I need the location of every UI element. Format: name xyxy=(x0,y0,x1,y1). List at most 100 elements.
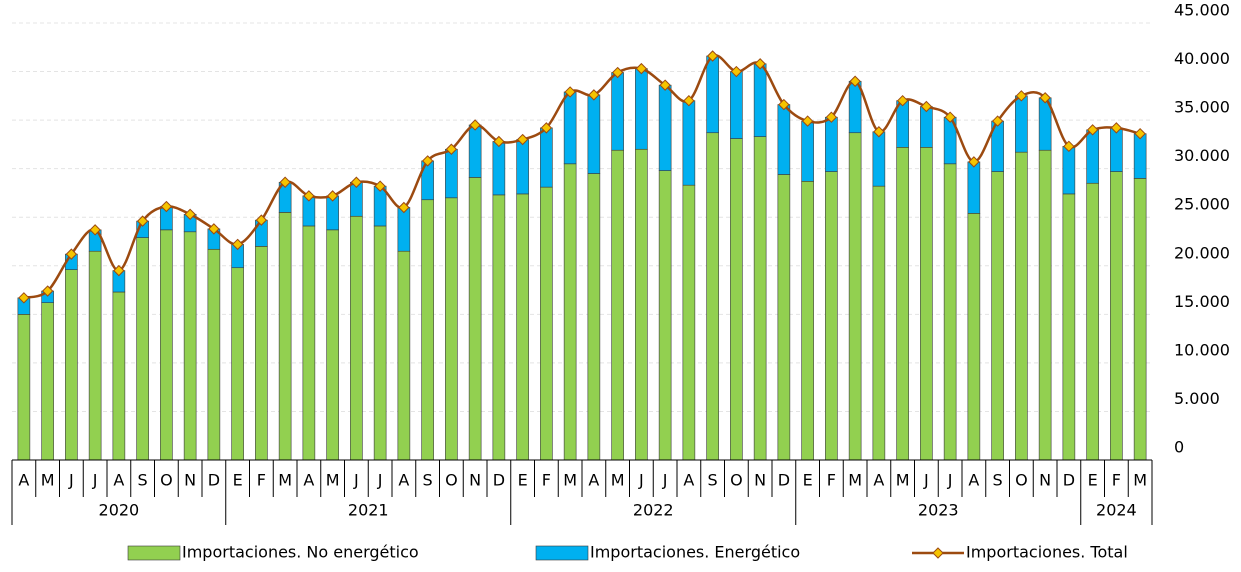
bar xyxy=(1015,95,1028,153)
line-marker xyxy=(113,264,125,277)
year-label: 2024 xyxy=(1096,501,1137,520)
bar xyxy=(587,173,601,461)
bar xyxy=(1133,133,1147,179)
x-tick-label: N xyxy=(184,471,196,490)
line-marker xyxy=(968,156,980,168)
bar xyxy=(658,84,672,171)
x-tick-label: O xyxy=(730,471,743,490)
bar xyxy=(658,170,672,461)
line-marker xyxy=(469,119,481,131)
bar xyxy=(801,180,814,461)
year-label: 2020 xyxy=(99,501,140,520)
bar xyxy=(872,185,886,461)
x-tick-label: M xyxy=(611,471,625,490)
x-tick-label: D xyxy=(493,471,505,490)
x-tick-label: A xyxy=(683,471,694,490)
bar xyxy=(611,149,624,461)
bar xyxy=(136,237,149,461)
x-tick-label: N xyxy=(469,471,481,490)
y-tick-label: 5.000 xyxy=(1174,389,1220,408)
line-marker xyxy=(231,238,244,251)
line-marker xyxy=(398,201,410,214)
bar xyxy=(231,267,244,461)
bar xyxy=(753,136,767,461)
line-marker xyxy=(255,214,268,226)
bar xyxy=(1062,146,1076,195)
bar xyxy=(563,91,577,165)
line-marker xyxy=(184,208,196,221)
bar xyxy=(373,185,387,227)
bar xyxy=(825,171,838,461)
x-tick-label: F xyxy=(827,471,836,490)
line-marker xyxy=(374,180,386,192)
line-marker xyxy=(326,190,339,202)
line-marker xyxy=(279,176,291,188)
y-tick-label: 35.000 xyxy=(1174,98,1230,117)
bar xyxy=(635,148,648,461)
x-tick-label: D xyxy=(778,471,790,490)
bar xyxy=(445,148,458,199)
x-tick-label: J xyxy=(377,471,383,490)
line-marker xyxy=(564,86,576,98)
y-tick-label: 30.000 xyxy=(1174,146,1230,165)
bar xyxy=(302,225,316,461)
x-tick-label: A xyxy=(873,471,884,490)
x-tick-label: A xyxy=(968,471,979,490)
bar xyxy=(1133,178,1147,461)
bar xyxy=(397,250,411,461)
x-tick-label: S xyxy=(138,471,148,490)
line-marker xyxy=(801,115,814,127)
line-marker xyxy=(1086,124,1099,136)
x-tick-label: J xyxy=(638,471,644,490)
bar xyxy=(516,139,529,195)
line-marker xyxy=(540,122,553,134)
bar xyxy=(1086,182,1099,461)
bar xyxy=(777,174,791,461)
line-marker xyxy=(588,89,600,101)
bar xyxy=(255,246,268,461)
bar xyxy=(896,100,909,148)
bar xyxy=(682,100,696,186)
bar xyxy=(635,68,648,150)
year-label: 2022 xyxy=(633,501,674,520)
legend-label: Importaciones. Total xyxy=(966,543,1128,562)
bar xyxy=(777,104,791,175)
bar xyxy=(967,161,981,214)
bar xyxy=(611,72,624,151)
x-tick-label: O xyxy=(1015,471,1028,490)
x-tick-label: M xyxy=(848,471,862,490)
x-tick-label: M xyxy=(896,471,910,490)
bar xyxy=(706,132,719,461)
line-marker xyxy=(730,65,743,78)
x-tick-label: M xyxy=(278,471,292,490)
bar xyxy=(350,215,363,461)
bar xyxy=(706,55,719,134)
bar xyxy=(468,124,482,178)
x-tick-label: O xyxy=(160,471,173,490)
year-label: 2023 xyxy=(918,501,959,520)
x-tick-label: M xyxy=(326,471,340,490)
x-tick-label: M xyxy=(41,471,55,490)
y-tick-label: 10.000 xyxy=(1174,340,1230,359)
x-tick-label: N xyxy=(1039,471,1051,490)
bar xyxy=(753,63,767,137)
x-tick-label: M xyxy=(1133,471,1147,490)
line-marker xyxy=(611,66,624,79)
line-marker xyxy=(516,133,529,146)
bar xyxy=(991,171,1004,461)
x-tick-label: M xyxy=(563,471,577,490)
x-tick-label: J xyxy=(947,471,953,490)
x-tick-label: A xyxy=(303,471,314,490)
bar xyxy=(445,197,458,461)
legend-marker xyxy=(932,547,944,559)
line-marker xyxy=(421,155,434,167)
bar xyxy=(848,132,862,461)
line-marker xyxy=(873,126,885,138)
bar xyxy=(207,248,221,461)
bar xyxy=(373,225,387,461)
line-marker xyxy=(778,98,790,111)
line-marker xyxy=(849,75,861,87)
x-tick-label: F xyxy=(542,471,551,490)
line-marker xyxy=(1063,140,1075,153)
